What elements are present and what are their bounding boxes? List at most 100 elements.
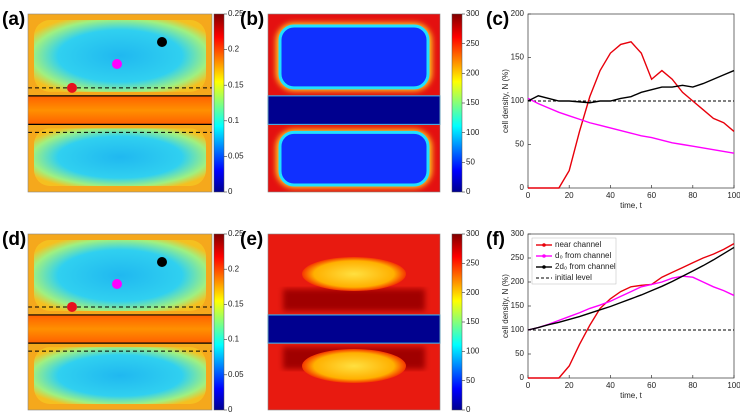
x-tick-label: 80 xyxy=(688,381,697,390)
heatmap-image xyxy=(267,233,441,411)
colorbar-tick-label: 50 xyxy=(466,157,475,166)
series-line xyxy=(527,97,735,154)
series-line xyxy=(528,41,735,189)
x-tick-label: 60 xyxy=(647,191,656,200)
colorbar-tick-label: 150 xyxy=(466,317,480,326)
x-tick-label: 100 xyxy=(727,381,740,390)
region xyxy=(302,257,406,291)
colorbar-tick-label: 0 xyxy=(466,187,471,196)
colorbar-tick-label: 200 xyxy=(466,288,480,297)
colorbar-tick-label: 0 xyxy=(228,187,233,196)
colorbar-tick-label: 250 xyxy=(466,39,480,48)
x-tick-label: 80 xyxy=(688,191,697,200)
x-axis-label: time, t xyxy=(620,391,643,400)
y-tick-label: 150 xyxy=(511,301,525,310)
colorbar-tick-label: 0.05 xyxy=(228,152,244,161)
colorbar xyxy=(213,233,225,411)
y-tick-label: 0 xyxy=(520,183,525,192)
channel xyxy=(267,314,441,344)
y-axis-label: cell density, N (%) xyxy=(501,69,510,133)
probe-point xyxy=(112,279,122,289)
legend-label: initial level xyxy=(555,273,592,282)
x-tick-label: 20 xyxy=(565,191,574,200)
panel-label: (f) xyxy=(486,229,505,250)
heatmap-frame xyxy=(267,13,441,193)
region xyxy=(278,130,430,187)
y-tick-label: 200 xyxy=(511,9,525,18)
legend-marker xyxy=(542,254,546,258)
probe-point xyxy=(157,37,167,47)
heatmap-frame xyxy=(27,233,213,411)
y-tick-label: 300 xyxy=(511,229,525,238)
colorbar xyxy=(451,13,463,193)
colorbar-tick-label: 0.05 xyxy=(228,370,244,379)
y-tick-label: 50 xyxy=(515,140,524,149)
probe-point xyxy=(157,257,167,267)
region xyxy=(302,349,406,383)
probe-point xyxy=(67,82,77,93)
series-line xyxy=(527,275,735,331)
x-tick-label: 60 xyxy=(647,381,656,390)
x-tick-label: 100 xyxy=(727,191,740,200)
colorbar-tick-label: 0 xyxy=(228,405,233,414)
channel xyxy=(28,314,212,344)
heatmap-image xyxy=(27,13,213,193)
lower-region xyxy=(34,347,206,404)
region xyxy=(278,24,430,90)
channel xyxy=(267,95,441,125)
series-line xyxy=(527,246,735,331)
colorbar-tick-label: 0 xyxy=(466,405,471,414)
heatmap-frame xyxy=(267,233,441,411)
y-tick-label: 200 xyxy=(511,277,525,286)
dark-zone xyxy=(283,288,425,311)
x-tick-label: 40 xyxy=(606,381,615,390)
probe-point xyxy=(67,301,77,312)
colorbar xyxy=(213,13,225,193)
lower-region xyxy=(34,128,206,186)
x-axis-label: time, t xyxy=(620,201,643,210)
colorbar-tick-label: 300 xyxy=(466,9,480,18)
channel xyxy=(28,95,212,125)
colorbar-tick-label: 0.2 xyxy=(228,264,240,273)
upper-region xyxy=(34,240,206,311)
colorbar xyxy=(451,233,463,411)
colorbar-tick-label: 250 xyxy=(466,258,480,267)
upper-region xyxy=(34,20,206,92)
heatmap-frame xyxy=(27,13,213,193)
legend-marker xyxy=(542,243,546,247)
legend-label: near channel xyxy=(555,240,601,249)
series-line xyxy=(527,69,735,104)
panel-label: (d) xyxy=(2,229,26,250)
heatmap-image xyxy=(27,233,213,411)
x-tick-label: 0 xyxy=(526,191,531,200)
colorbar-tick-label: 0.15 xyxy=(228,80,244,89)
colorbar-tick-label: 0.2 xyxy=(228,45,240,54)
x-tick-label: 40 xyxy=(606,191,615,200)
panel-label: (c) xyxy=(486,9,509,30)
y-tick-label: 100 xyxy=(511,96,525,105)
panel-label: (e) xyxy=(240,229,263,250)
probe-point xyxy=(112,59,122,69)
colorbar-tick-label: 0.1 xyxy=(228,335,240,344)
series-line xyxy=(528,242,735,379)
y-axis-label: cell density, N (%) xyxy=(501,274,510,338)
colorbar-tick-label: 100 xyxy=(466,128,480,137)
legend-marker xyxy=(542,265,546,269)
y-tick-label: 100 xyxy=(511,325,525,334)
x-tick-label: 0 xyxy=(526,381,531,390)
colorbar-tick-label: 200 xyxy=(466,68,480,77)
panel-label: (b) xyxy=(240,9,264,30)
legend-label: d₀ from channel xyxy=(555,251,611,260)
heatmap-image xyxy=(267,13,441,193)
colorbar-tick-label: 0.15 xyxy=(228,300,244,309)
y-tick-label: 250 xyxy=(511,253,525,262)
y-tick-label: 0 xyxy=(520,373,525,382)
colorbar-tick-label: 100 xyxy=(466,346,480,355)
colorbar-tick-label: 150 xyxy=(466,98,480,107)
colorbar-tick-label: 300 xyxy=(466,229,480,238)
colorbar-tick-label: 0.25 xyxy=(228,9,244,18)
panel-label: (a) xyxy=(2,9,25,30)
legend-label: 2d₀ from channel xyxy=(555,262,616,271)
colorbar-tick-label: 0.25 xyxy=(228,229,244,238)
